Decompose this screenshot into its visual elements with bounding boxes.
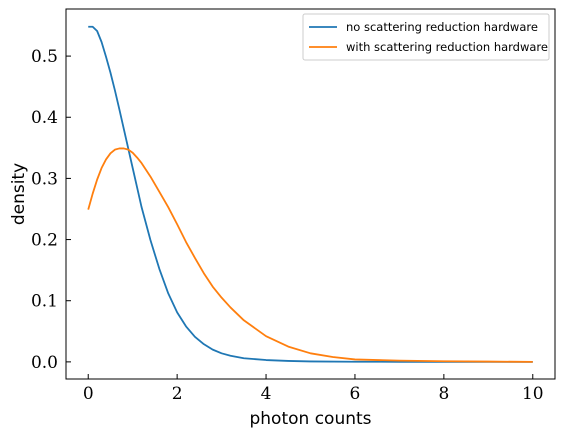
y-axis-label: density [9, 163, 29, 225]
y-tick-label: 0.2 [31, 231, 58, 251]
legend: no scattering reduction hardware with sc… [302, 13, 550, 61]
x-tick-label: 6 [350, 384, 361, 404]
plot-frame [65, 8, 556, 380]
y-tick-label: 0.5 [31, 47, 58, 67]
legend-label-with-scattering: with scattering reduction hardware [346, 40, 548, 54]
x-tick-label: 4 [261, 384, 272, 404]
series-layer [87, 25, 533, 363]
legend-label-no-scattering: no scattering reduction hardware [346, 20, 538, 34]
y-tick-label: 0.1 [31, 292, 58, 312]
ticks-layer: 0 2 4 6 8 10 0.0 0.1 0.2 0.3 0.4 0.5 [31, 47, 544, 404]
y-tick-label: 0.0 [31, 353, 58, 373]
x-tick-label: 10 [522, 384, 544, 404]
x-tick-label: 2 [172, 384, 183, 404]
x-tick-label: 8 [438, 384, 449, 404]
y-tick-label: 0.3 [31, 169, 58, 189]
x-axis-label: photon counts [249, 409, 371, 429]
series-line-no-scattering [88, 25, 533, 363]
y-tick-label: 0.4 [31, 108, 58, 128]
series-line-with-scattering [87, 147, 533, 363]
x-tick-label: 0 [83, 384, 94, 404]
legend-box [302, 13, 550, 61]
